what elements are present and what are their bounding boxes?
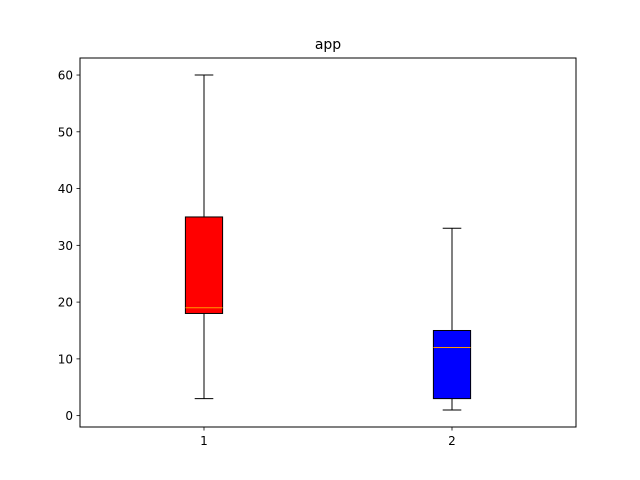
y-tick-label: 30 xyxy=(58,239,73,253)
x-tick-label: 1 xyxy=(200,434,208,448)
y-axis: 0 10 20 30 40 50 60 xyxy=(58,69,80,423)
box-body xyxy=(432,329,472,400)
y-tick-label: 0 xyxy=(65,409,73,423)
x-tick-label: 2 xyxy=(448,434,456,448)
plot-frame xyxy=(79,57,577,428)
y-tick-label: 20 xyxy=(58,296,73,310)
chart-title: app xyxy=(315,37,341,53)
box-group-2 xyxy=(432,227,472,411)
y-tick-label: 40 xyxy=(58,182,73,196)
y-tick-label: 10 xyxy=(58,352,73,366)
box-body xyxy=(184,216,224,314)
boxes-layer xyxy=(184,74,472,411)
y-tick-label: 50 xyxy=(58,125,73,139)
box-group-1 xyxy=(184,74,224,400)
y-tick-label: 60 xyxy=(58,69,73,83)
